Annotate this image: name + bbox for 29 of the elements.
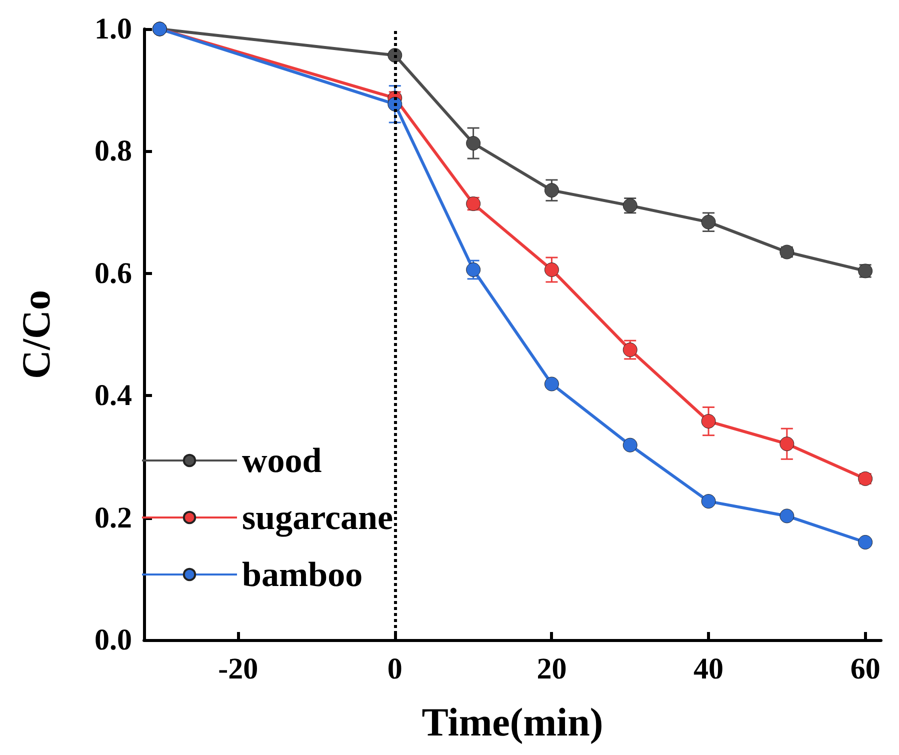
point <box>622 342 638 358</box>
point <box>544 262 559 277</box>
point <box>701 414 716 429</box>
point <box>780 508 794 524</box>
y-tick-label: 0.2 <box>94 501 132 534</box>
point <box>622 438 638 452</box>
legend-label: bamboo <box>242 555 363 594</box>
x-tick-label: 40 <box>694 652 724 686</box>
legend-label: sugarcane <box>242 498 394 537</box>
point <box>701 494 716 509</box>
point <box>466 262 481 277</box>
x-axis-title: Time(min) <box>422 700 604 744</box>
point <box>858 534 873 550</box>
point <box>466 136 481 151</box>
y-tick-label: 0.6 <box>94 256 132 290</box>
point <box>544 376 559 392</box>
y-tick-label: 0.0 <box>94 624 132 656</box>
x-tick-label: 20 <box>536 652 567 686</box>
y-tick-label: 0.4 <box>94 379 132 412</box>
legend-label: wood <box>242 441 322 480</box>
point <box>544 183 559 198</box>
point <box>701 214 716 230</box>
x-tick-label: 60 <box>850 652 880 686</box>
y-tick-label: 0.8 <box>94 134 132 168</box>
y-axis-title: C/Co <box>14 290 58 379</box>
y-tick-label: 1.0 <box>94 12 132 46</box>
x-tick-label: -20 <box>218 652 258 686</box>
x-tick-label: 0 <box>387 652 402 686</box>
point <box>780 436 794 452</box>
